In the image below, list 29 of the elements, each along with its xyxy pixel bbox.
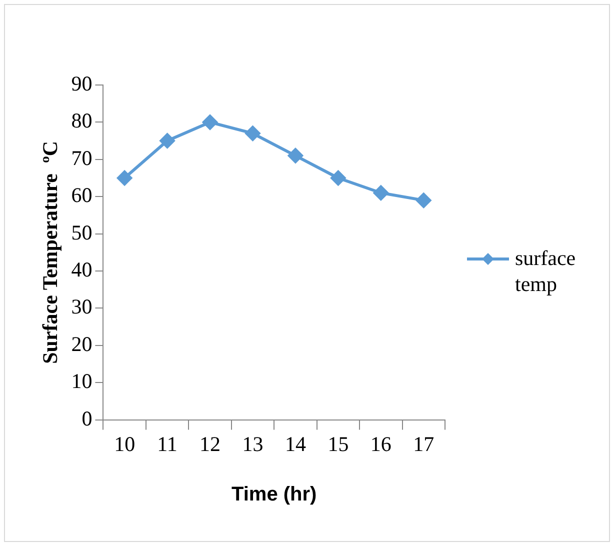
x-tick-label: 13 xyxy=(242,432,264,456)
x-tick-label: 10 xyxy=(114,432,136,456)
x-tick-label: 14 xyxy=(284,432,306,456)
x-tick-label: 17 xyxy=(413,432,434,456)
y-tick-label: 60 xyxy=(71,183,92,208)
y-tick-label: 20 xyxy=(71,332,92,356)
point xyxy=(202,114,218,130)
y-tick-label: 90 xyxy=(71,72,92,96)
point xyxy=(117,170,132,186)
x-tick-label: 15 xyxy=(328,432,349,456)
x-tick-label: 12 xyxy=(200,432,221,456)
point xyxy=(245,126,260,141)
y-tick-label: 80 xyxy=(71,108,92,133)
y-axis-title: Surface Temperature ºC xyxy=(38,140,62,364)
x-axis-title: Time (hr) xyxy=(232,484,317,506)
y-tick-label: 30 xyxy=(71,294,92,319)
x-tick-label: 11 xyxy=(157,432,178,456)
x-tick-label: 16 xyxy=(370,432,392,456)
point xyxy=(330,170,346,186)
y-tick-label: 40 xyxy=(71,258,92,282)
legend-label: surface temp xyxy=(515,245,577,298)
y-tick-label: 70 xyxy=(71,146,92,170)
y-tick-label: 0 xyxy=(82,406,92,430)
point xyxy=(288,148,303,164)
point xyxy=(373,185,388,200)
point xyxy=(160,133,175,148)
point xyxy=(416,192,432,208)
y-tick-label: 50 xyxy=(71,220,92,244)
y-tick-label: 10 xyxy=(71,369,92,394)
